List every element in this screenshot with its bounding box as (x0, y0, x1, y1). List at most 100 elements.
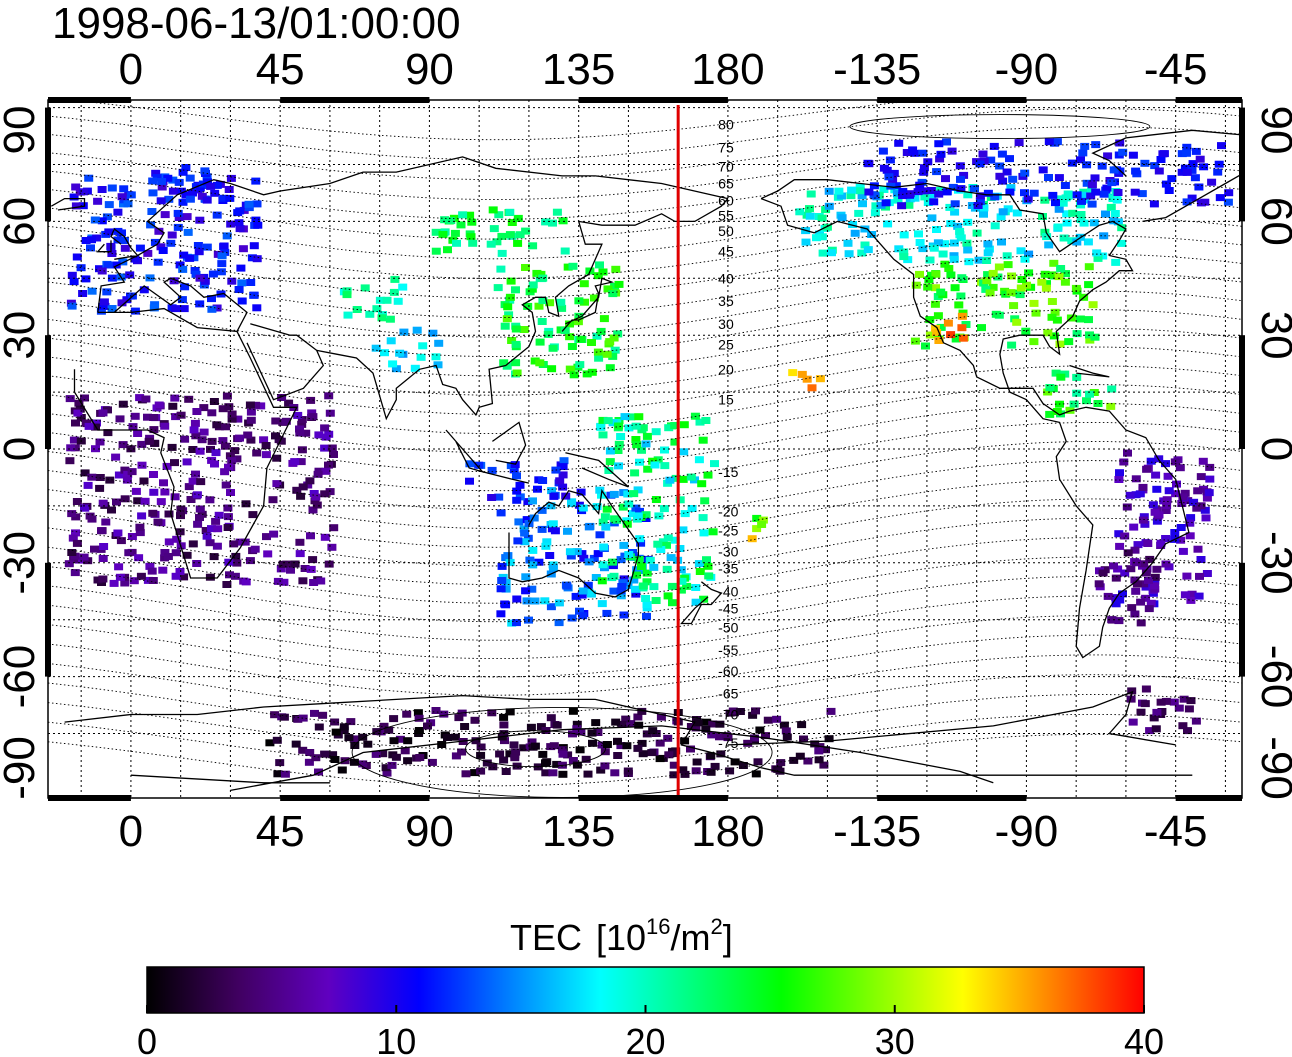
tec-cell (130, 307, 140, 315)
tec-cell (143, 249, 153, 257)
tec-cell (499, 721, 509, 729)
tec-cell (280, 770, 290, 778)
mlat-label: 20 (718, 361, 734, 377)
tec-cell (956, 234, 966, 242)
tec-cell (666, 554, 676, 562)
tec-cell (641, 511, 651, 519)
tec-cell (948, 183, 958, 191)
tec-cell (181, 191, 191, 199)
tec-cell (565, 320, 574, 328)
tec-cell (416, 353, 426, 361)
tec-cell (75, 405, 85, 413)
tec-cell (555, 477, 565, 485)
tec-cell (505, 208, 515, 216)
tec-cell (528, 497, 537, 505)
tec-cell (949, 239, 959, 247)
tec-cell (212, 421, 222, 429)
tec-cell (286, 566, 295, 574)
tec-cell (1045, 410, 1055, 418)
tec-cell (501, 601, 511, 609)
tec-cell (560, 327, 570, 334)
tec-cell (494, 211, 504, 219)
tec-cell (710, 460, 719, 468)
tec-cell (1152, 517, 1162, 525)
tec-cell (171, 549, 181, 557)
tec-cell (1012, 209, 1022, 217)
tec-cell (1068, 209, 1078, 217)
tec-cell (671, 474, 681, 482)
tec-cell (964, 258, 974, 266)
tec-cell (956, 185, 966, 193)
tec-cells (64, 138, 1234, 779)
x-tick-label-top: 90 (405, 45, 454, 94)
tec-cell (985, 289, 995, 297)
tec-cell (1044, 138, 1054, 146)
mlat-contour (48, 162, 1242, 220)
tec-cell (926, 187, 936, 194)
tec-cell (281, 417, 291, 425)
tec-cell (99, 543, 109, 550)
tec-cell (665, 476, 675, 484)
tec-cell (743, 739, 753, 747)
tec-cell (983, 240, 993, 248)
tec-cell (209, 553, 219, 561)
tec-cell (227, 415, 237, 423)
tec-cell (70, 552, 80, 560)
tec-cell (510, 754, 520, 762)
tec-cell (1122, 503, 1132, 511)
tec-cell (899, 231, 909, 239)
tec-cell (527, 285, 537, 293)
tec-cell (1161, 560, 1171, 568)
tec-cell (1186, 596, 1196, 604)
tec-cell (1120, 532, 1130, 540)
tec-cell (710, 762, 720, 770)
tec-cell (528, 242, 538, 250)
tec-cell (1119, 458, 1129, 466)
tec-cell (67, 549, 77, 556)
tec-cell (878, 147, 888, 155)
mlat-contour (48, 272, 1242, 338)
tec-cell (147, 208, 157, 215)
tec-cell (295, 429, 305, 437)
tec-cell (519, 326, 529, 333)
tec-cell (496, 265, 506, 273)
tec-cell (990, 193, 1000, 201)
tec-cell (1150, 582, 1159, 590)
tec-cell (1009, 302, 1019, 310)
tec-cell (708, 720, 718, 728)
tec-cell (894, 245, 904, 253)
tec-cell (1049, 259, 1059, 267)
tec-cell (1156, 539, 1166, 547)
tec-cell (512, 595, 522, 603)
tec-cell (298, 577, 308, 585)
colorbar-tick-label: 10 (376, 1021, 416, 1057)
tec-cell (188, 189, 197, 197)
tec-cell (963, 218, 973, 226)
tec-cell (924, 276, 934, 284)
tec-cell (602, 741, 612, 748)
tec-cell (457, 748, 467, 756)
mlat-label: -25 (718, 523, 738, 539)
tec-cell (207, 456, 217, 464)
tec-cell (217, 260, 227, 268)
tec-cell (897, 202, 907, 210)
coastline (1091, 129, 1242, 223)
tec-cell (953, 222, 963, 230)
tec-cell (680, 510, 690, 518)
tec-cell (1037, 278, 1047, 286)
tec-cell (487, 466, 497, 474)
tec-cell (1067, 237, 1077, 245)
tec-cell (632, 441, 642, 449)
tec-cell (1162, 502, 1172, 509)
tec-cell (389, 737, 399, 745)
tec-cell (557, 746, 567, 754)
coastline (97, 277, 248, 333)
tec-cell (513, 239, 523, 247)
mlat-label: -75 (718, 735, 738, 751)
tec-cell (318, 711, 328, 719)
tec-cell (358, 760, 368, 768)
tec-cell (191, 432, 201, 440)
tec-cell (891, 182, 901, 190)
tec-cell (156, 197, 166, 205)
tec-cell (899, 253, 909, 261)
